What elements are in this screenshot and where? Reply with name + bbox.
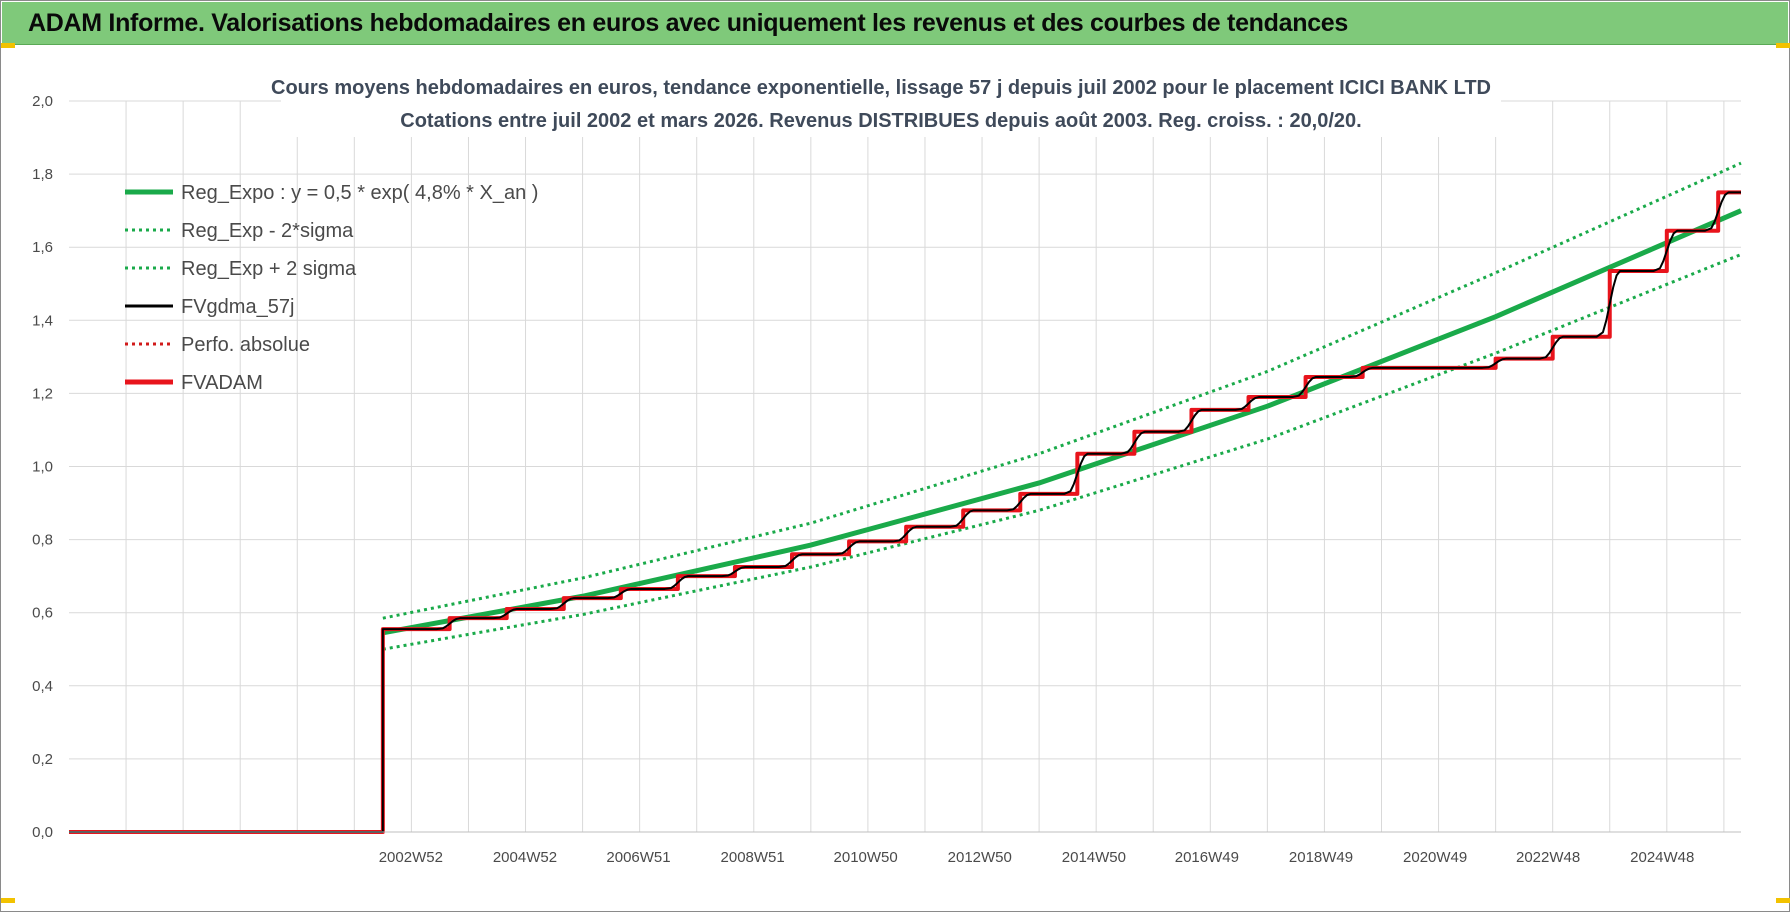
series-line-0 [382, 208, 1742, 636]
legend: Reg_Expo : y = 0,5 * exp( 4,8% * X_an ) R… [125, 182, 538, 394]
y-tick-label: 1,0 [32, 459, 53, 476]
y-tick-label: 1,6 [32, 239, 53, 256]
x-tick-label: 2016W49 [1175, 849, 1239, 866]
x-tick-label: 2002W52 [379, 849, 443, 866]
y-tick-label: 0,6 [32, 605, 53, 622]
y-tick-label: 1,8 [32, 166, 53, 183]
y-tick-label: 0,8 [32, 532, 53, 549]
x-tick-label: 2024W48 [1630, 849, 1694, 866]
legend-entry: Reg_Exp - 2*sigma [181, 220, 354, 242]
corner-marker-left [1, 43, 15, 48]
y-tick-label: 1,2 [32, 385, 53, 402]
y-tick-label: 2,0 [32, 93, 53, 110]
x-tick-label: 2008W51 [721, 849, 785, 866]
x-tick-label: 2006W51 [606, 849, 670, 866]
series-line-1 [382, 253, 1742, 651]
report-title: ADAM Informe. Valorisations hebdomadaire… [28, 9, 1349, 37]
corner-marker-right [1776, 43, 1790, 48]
x-tick-label: 2020W49 [1403, 849, 1467, 866]
y-tick-label: 0,2 [32, 751, 53, 768]
x-tick-label: 2010W50 [834, 849, 898, 866]
series-line-5 [69, 190, 1741, 834]
series-line-2 [382, 161, 1742, 620]
corner-marker-bottom-right [1776, 898, 1790, 903]
chart-title-line-2: Cotations entre juil 2002 et mars 2026. … [400, 110, 1361, 132]
report-banner: ADAM Informe. Valorisations hebdomadaire… [2, 2, 1788, 45]
corner-marker-bottom-left [1, 898, 15, 903]
x-tick-label: 2012W50 [948, 849, 1012, 866]
x-tick-label: 2018W49 [1289, 849, 1353, 866]
x-tick-label: 2014W50 [1062, 849, 1126, 866]
legend-entry: Perfo. absolue [181, 334, 310, 356]
legend-entry: Reg_Exp + 2 sigma [181, 258, 357, 280]
y-tick-label: 0,0 [32, 824, 53, 841]
legend-entry: Reg_Expo : y = 0,5 * exp( 4,8% * X_an ) [181, 182, 538, 204]
series-line-3 [69, 191, 1741, 833]
y-tick-label: 0,4 [32, 678, 53, 695]
axes: Cours moyens hebdomadaires en euros, ten… [32, 71, 1741, 866]
y-tick-label: 1,4 [32, 312, 53, 329]
x-tick-label: 2004W52 [493, 849, 557, 866]
title-backdrop [281, 71, 1501, 137]
grid [69, 100, 1741, 833]
legend-entry: FVADAM [181, 372, 263, 394]
x-tick-label: 2022W48 [1516, 849, 1580, 866]
legend-entry: FVgdma_57j [181, 296, 294, 318]
chart-title-line-1: Cours moyens hebdomadaires en euros, ten… [271, 77, 1491, 99]
